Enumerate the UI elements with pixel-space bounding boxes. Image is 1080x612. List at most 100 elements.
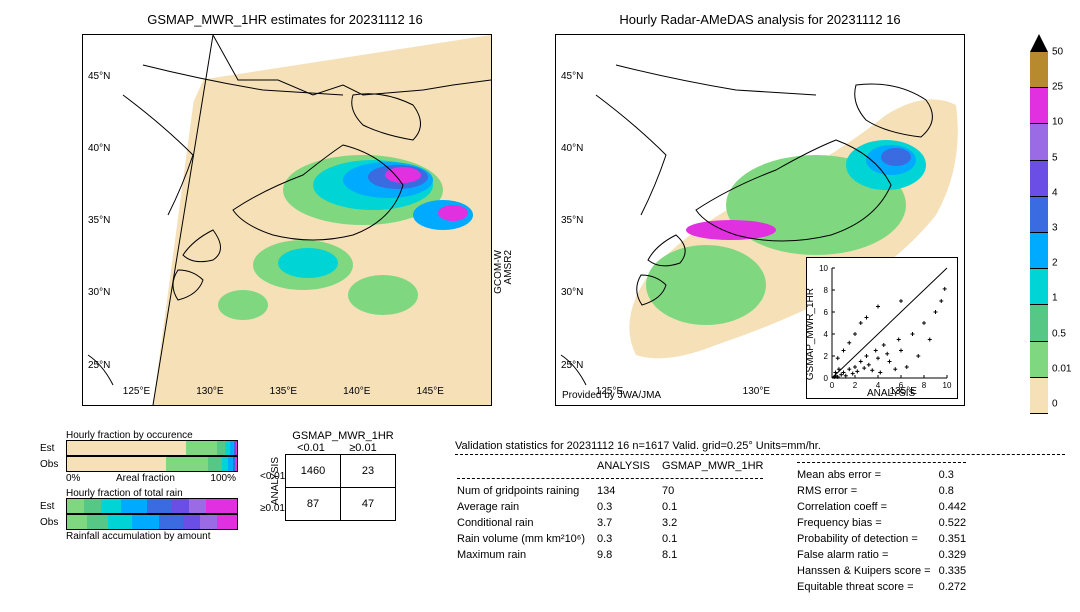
lat-tick: 45°N — [561, 71, 583, 82]
rain-obs-bar — [66, 514, 238, 530]
dash-line-1 — [455, 454, 1065, 455]
colorbar-label: 50 — [1052, 47, 1063, 58]
cont-col2: ≥0.01 — [337, 442, 389, 454]
bar-seg — [172, 499, 189, 513]
obs-label: Obs — [40, 459, 66, 470]
lat-tick: 35°N — [561, 215, 583, 226]
validation-left-table: ANALYSIS GSMAP_MWR_1HR Num of gridpoints… — [455, 457, 775, 564]
svg-text:4: 4 — [824, 330, 829, 339]
scatter-point — [842, 371, 846, 375]
scatter-point — [905, 365, 909, 369]
colorbar-label: 0 — [1052, 399, 1058, 410]
colorbar-label: 0.5 — [1052, 328, 1066, 339]
stat-value: 0.272 — [933, 580, 967, 594]
scatter-point — [862, 366, 866, 370]
colorbar-label: 25 — [1052, 82, 1063, 93]
validation-block: Validation statistics for 20231112 16 n=… — [455, 440, 1065, 596]
left-map-svg — [83, 35, 491, 405]
lon-tick: 130°E — [743, 386, 770, 397]
validation-right-table: Mean abs error = 0.3RMS error = 0.8Corre… — [795, 457, 968, 596]
scatter-ylabel: GSMAP_MWR_1HR — [805, 288, 816, 380]
lon-tick: 145°E — [417, 386, 444, 397]
scatter-point — [893, 367, 897, 371]
scatter-point — [839, 373, 843, 377]
val-row-v2: 3.2 — [662, 516, 773, 530]
contingency-block: GSMAP_MWR_1HR ANALYSIS <0.01 ≥0.01 1460 … — [270, 430, 396, 521]
bar-seg — [67, 457, 166, 471]
val-row-v2: 0.1 — [662, 532, 773, 546]
cont-row-lt: <0.01 — [260, 471, 290, 482]
scatter-point — [899, 299, 903, 303]
colorbar-seg — [1030, 342, 1048, 378]
svg-text:2: 2 — [853, 381, 858, 390]
bar-seg — [217, 441, 226, 455]
fraction-title-3: Rainfall accumulation by amount — [66, 531, 250, 542]
cont-row-ge: ≥0.01 — [260, 503, 290, 514]
scatter-point — [888, 360, 892, 364]
stat-value: 0.3 — [933, 468, 967, 482]
stat-label: RMS error = — [797, 484, 931, 498]
contingency-table: 1460 23 87 47 — [285, 454, 396, 521]
colorbar-label: 3 — [1052, 223, 1058, 234]
stat-label: Equitable threat score = — [797, 580, 931, 594]
bar-seg — [186, 441, 217, 455]
axis-right: 100% — [210, 473, 236, 484]
bar-seg — [67, 515, 87, 529]
cont-r2c2: 47 — [341, 488, 396, 521]
colorbar-arrow — [1030, 34, 1048, 52]
lon-tick: 140°E — [343, 386, 370, 397]
dash-line-2 — [457, 478, 763, 479]
bar-seg — [183, 515, 200, 529]
lat-tick: 45°N — [88, 71, 110, 82]
val-row-v1: 3.7 — [597, 516, 660, 530]
colorbar-seg — [1030, 88, 1048, 124]
bar-seg — [121, 499, 147, 513]
bar-seg — [200, 515, 217, 529]
scatter-point — [899, 349, 903, 353]
svg-text:8: 8 — [922, 381, 927, 390]
scatter-point — [853, 365, 857, 369]
scatter-point — [874, 349, 878, 353]
bar-seg — [208, 457, 222, 471]
stat-value: 0.442 — [933, 500, 967, 514]
stat-label: Probability of detection = — [797, 532, 931, 546]
val-row-label: Average rain — [457, 500, 595, 514]
val-row-v2: 70 — [662, 484, 773, 498]
scatter-point — [928, 338, 932, 342]
val-row-label: Conditional rain — [457, 516, 595, 530]
axis-mid: Areal fraction — [116, 473, 175, 484]
svg-text:0: 0 — [830, 381, 835, 390]
scatter-point — [916, 354, 920, 358]
bar-seg — [166, 457, 209, 471]
scatter-point — [943, 287, 947, 291]
est-label-2: Est — [40, 501, 66, 512]
colorbar-seg — [1030, 269, 1048, 305]
val-row-label: Maximum rain — [457, 548, 595, 562]
colorbar-seg — [1030, 305, 1048, 341]
colorbar-label: 1 — [1052, 293, 1058, 304]
scatter-point — [878, 371, 882, 375]
lat-tick: 30°N — [88, 287, 110, 298]
stat-label: Hanssen & Kuipers score = — [797, 564, 931, 578]
bar-seg — [206, 499, 237, 513]
lon-tick: 135°E — [890, 386, 917, 397]
cont-r1c2: 23 — [341, 455, 396, 488]
bar-seg — [236, 441, 237, 455]
stat-label: Mean abs error = — [797, 468, 931, 482]
fraction-occurrence: Hourly fraction by occurence Est Obs 0% … — [40, 430, 250, 542]
scatter-point — [855, 369, 859, 373]
bar-seg — [101, 499, 121, 513]
validation-header: Validation statistics for 20231112 16 n=… — [455, 440, 1065, 452]
scatter-point — [853, 332, 857, 336]
stat-value: 0.335 — [933, 564, 967, 578]
val-col1: ANALYSIS — [597, 459, 660, 473]
est-label: Est — [40, 443, 66, 454]
scatter-svg: 00224466881010 — [807, 258, 957, 398]
colorbar-label: 10 — [1052, 117, 1063, 128]
val-row-v1: 0.3 — [597, 500, 660, 514]
colorbar-label: 4 — [1052, 187, 1058, 198]
axis-left: 0% — [66, 473, 80, 484]
scatter-point — [847, 341, 851, 345]
colorbar-seg — [1030, 197, 1048, 233]
lat-tick: 25°N — [88, 360, 110, 371]
